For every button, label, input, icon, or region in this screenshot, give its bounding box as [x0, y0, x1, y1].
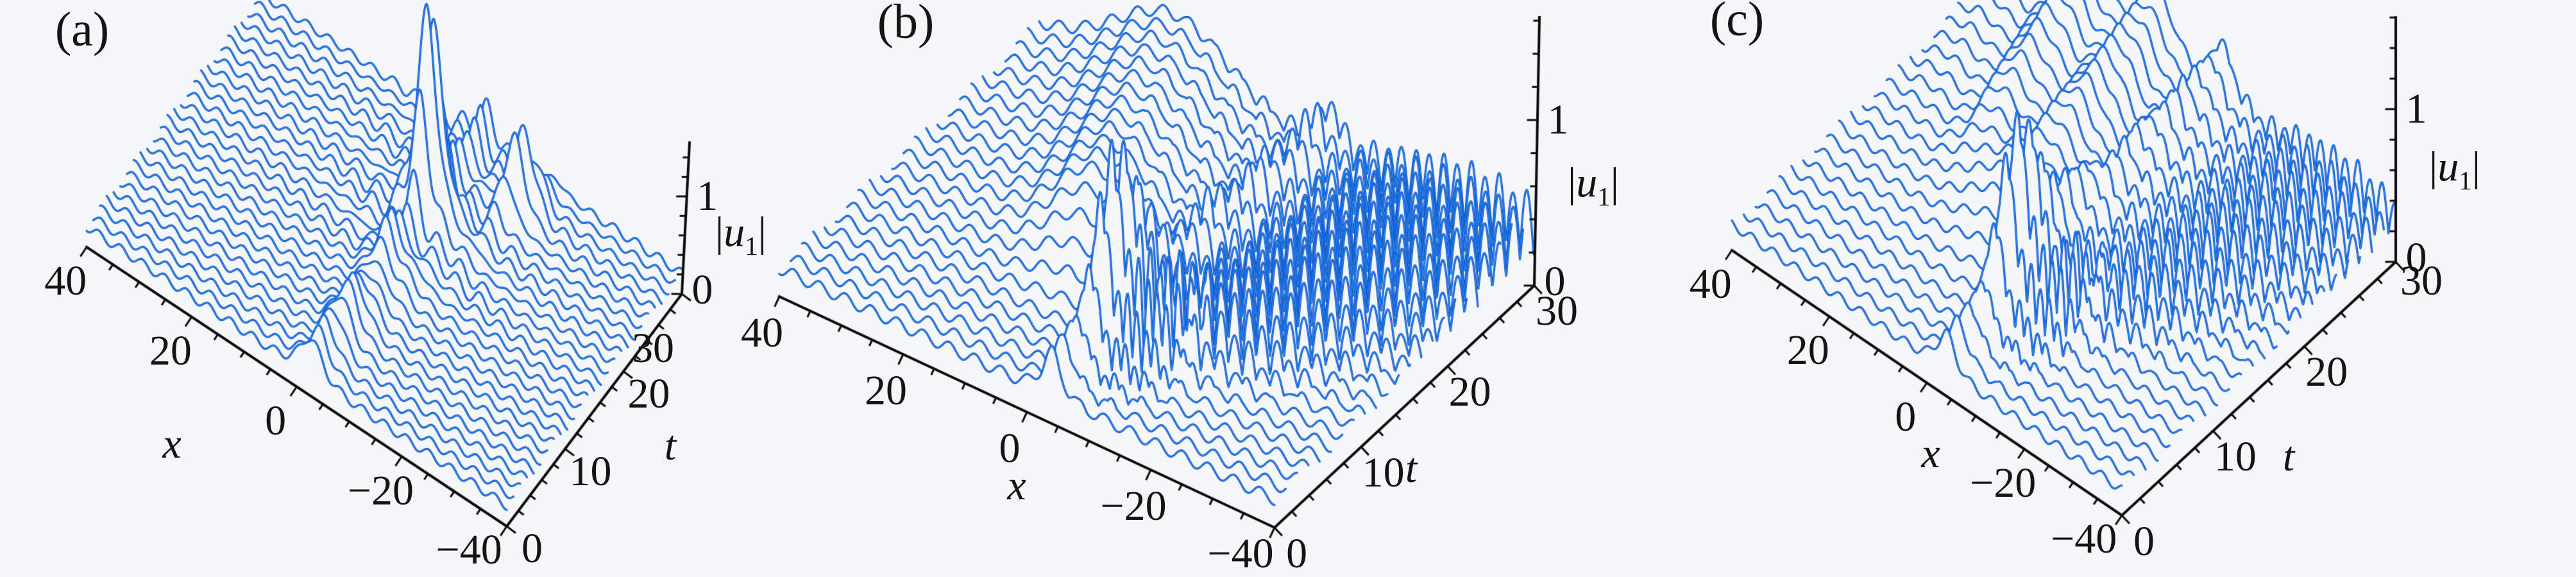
t-axis-label: t [1405, 445, 1418, 492]
t-tick-label: 30 [2400, 257, 2443, 304]
x-tick-label: −40 [2051, 515, 2117, 563]
t-tick-label: 20 [2305, 349, 2348, 396]
z-tick-label: 1 [697, 173, 718, 220]
t-tick-label: 10 [569, 447, 612, 495]
panel-letter: (a) [55, 3, 110, 56]
x-tick-label: −20 [1970, 459, 2037, 506]
t-axis-label: t [664, 422, 677, 469]
x-tick-label: 40 [44, 257, 87, 305]
x-axis-label: x [1921, 430, 1940, 477]
z-axis-label: |u1| [2429, 143, 2480, 196]
z-axis-label: |u1| [715, 208, 767, 261]
x-tick-label: 20 [1786, 327, 1829, 374]
t-tick-label: 20 [1448, 368, 1491, 416]
x-tick-label: −20 [347, 467, 414, 514]
t-tick-label: 0 [2133, 517, 2155, 565]
x-tick-label: −40 [436, 526, 502, 574]
t-axis-label: t [2282, 433, 2295, 480]
x-axis-label: x [162, 420, 182, 467]
z-tick-label: 0 [691, 266, 713, 313]
x-tick-label: 0 [265, 397, 287, 444]
t-tick-label: 20 [627, 370, 670, 417]
z-axis-label: |u1| [1568, 159, 1619, 212]
x-tick-label: 40 [740, 309, 783, 356]
t-tick-label: 10 [1362, 449, 1405, 497]
x-tick-label: 20 [864, 366, 907, 414]
x-tick-label: −40 [1207, 530, 1274, 577]
x-tick-label: −20 [1100, 482, 1167, 530]
t-tick-label: 0 [1286, 530, 1308, 577]
z-tick-label: 1 [2405, 85, 2427, 132]
z-tick-label: 1 [1547, 96, 1569, 143]
x-tick-label: 0 [1895, 393, 1917, 440]
x-tick-label: 20 [149, 327, 192, 375]
z-tick-label: 0 [2405, 234, 2427, 281]
t-tick-label: 10 [2214, 433, 2257, 481]
t-tick-label: 30 [632, 325, 674, 372]
x-tick-label: 0 [999, 424, 1021, 472]
panel-letter: (b) [877, 0, 935, 49]
z-tick-label: 0 [1544, 258, 1566, 305]
t-tick-label: 0 [521, 525, 543, 573]
t-tick-label: 30 [1536, 288, 1578, 334]
x-tick-label: 40 [1689, 261, 1732, 308]
x-axis-label: x [1007, 462, 1026, 509]
plot-canvas [0, 0, 2576, 565]
panel-letter: (c) [1709, 0, 1765, 46]
